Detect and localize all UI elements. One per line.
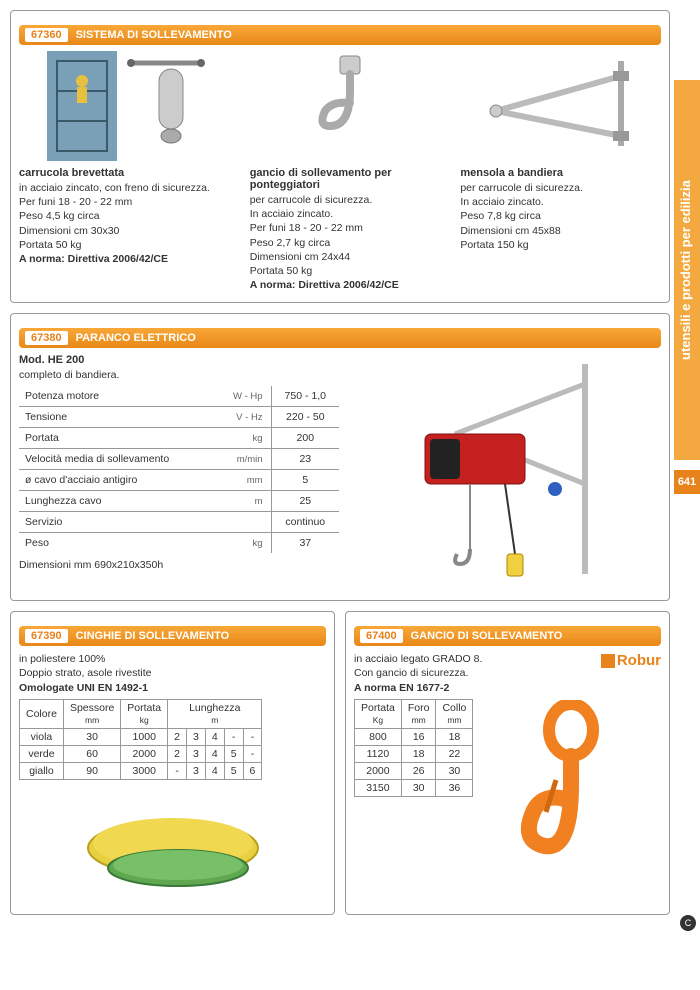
slings-image bbox=[19, 788, 326, 898]
section-code: 67390 bbox=[25, 629, 68, 643]
scaffold-photo-icon bbox=[47, 51, 117, 161]
table-row: 31503036 bbox=[355, 779, 473, 796]
section-lifting-system: 67360 SISTEMA DI SOLLEVAMENTO bbox=[10, 10, 670, 303]
section-title: PARANCO ELETTRICO bbox=[76, 332, 196, 344]
section-slings: 67390 CINGHIE DI SOLLEVAMENTO in poliest… bbox=[10, 611, 335, 915]
side-tab: utensili e prodotti per edilizia bbox=[674, 80, 700, 460]
product-carrucola: carrucola brevettata in acciaio zincato,… bbox=[19, 51, 240, 292]
section-code: 67360 bbox=[25, 28, 68, 42]
model: Mod. HE 200 bbox=[19, 354, 339, 366]
table-row: giallo903000 -3456 bbox=[20, 762, 262, 779]
section-header: 67380 PARANCO ELETTRICO bbox=[19, 328, 661, 348]
product-name: mensola a bandiera bbox=[460, 167, 661, 179]
subtitle: completo di bandiera. bbox=[19, 368, 339, 382]
section-code: 67380 bbox=[25, 331, 68, 345]
section-header: 67400 GANCIO DI SOLLEVAMENTO bbox=[354, 626, 661, 646]
hook-icon bbox=[310, 51, 390, 161]
lifting-slings-icon bbox=[73, 793, 273, 893]
section-code: 67400 bbox=[360, 629, 403, 643]
dimensions-footer: Dimensioni mm 690x210x350h bbox=[19, 559, 339, 571]
table-row: verde602000 2345- bbox=[20, 745, 262, 762]
section-header: 67360 SISTEMA DI SOLLEVAMENTO bbox=[19, 25, 661, 45]
electric-hoist-icon bbox=[385, 354, 625, 584]
product-mensola: mensola a bandiera per carrucole di sicu… bbox=[460, 51, 661, 292]
section-title: CINGHIE DI SOLLEVAMENTO bbox=[76, 630, 230, 642]
product-name: carrucola brevettata bbox=[19, 167, 240, 179]
product-desc: per carrucole di sicurezza. In acciaio z… bbox=[250, 193, 451, 292]
product-gancio: gancio di sollevamento per ponteggiatori… bbox=[250, 51, 451, 292]
product-desc: per carrucole di sicurezza. In acciaio z… bbox=[460, 181, 661, 252]
brand-icon bbox=[601, 654, 615, 668]
hoist-image bbox=[349, 354, 661, 584]
section-lifting-hook: 67400 GANCIO DI SOLLEVAMENTO Robur in ac… bbox=[345, 611, 670, 915]
table-row: 11201822 bbox=[355, 745, 473, 762]
hook-table: PortataKg Foromm Collomm 8001618 1120182… bbox=[354, 699, 473, 797]
table-row: viola301000 234-- bbox=[20, 728, 262, 745]
hook-image bbox=[481, 695, 661, 885]
safety-hook-icon bbox=[516, 700, 626, 880]
product-name: gancio di sollevamento per ponteggiatori bbox=[250, 167, 451, 191]
brand-robur: Robur bbox=[601, 652, 661, 669]
page-number: 641 bbox=[674, 470, 700, 494]
section-title: GANCIO DI SOLLEVAMENTO bbox=[411, 630, 563, 642]
table-row: 20002630 bbox=[355, 762, 473, 779]
table-row: 8001618 bbox=[355, 728, 473, 745]
section-header: 67390 CINGHIE DI SOLLEVAMENTO bbox=[19, 626, 326, 646]
product-desc: in acciaio zincato, con freno di sicurez… bbox=[19, 181, 240, 266]
page-content: 67360 SISTEMA DI SOLLEVAMENTO bbox=[0, 0, 700, 935]
section-electric-hoist: 67380 PARANCO ELETTRICO Mod. HE 200 comp… bbox=[10, 313, 670, 601]
spec-column: Mod. HE 200 completo di bandiera. Potenz… bbox=[19, 354, 339, 590]
footer-logo-icon: C bbox=[680, 915, 696, 931]
section-title: SISTEMA DI SOLLEVAMENTO bbox=[76, 29, 232, 41]
spec-table: Potenza motoreW - Hp750 - 1,0 TensioneV … bbox=[19, 386, 339, 553]
bracket-arm-icon bbox=[481, 51, 641, 161]
slings-table: Colore Spessoremm Portatakg Lunghezzam v… bbox=[19, 699, 262, 780]
pulley-icon bbox=[121, 51, 211, 161]
